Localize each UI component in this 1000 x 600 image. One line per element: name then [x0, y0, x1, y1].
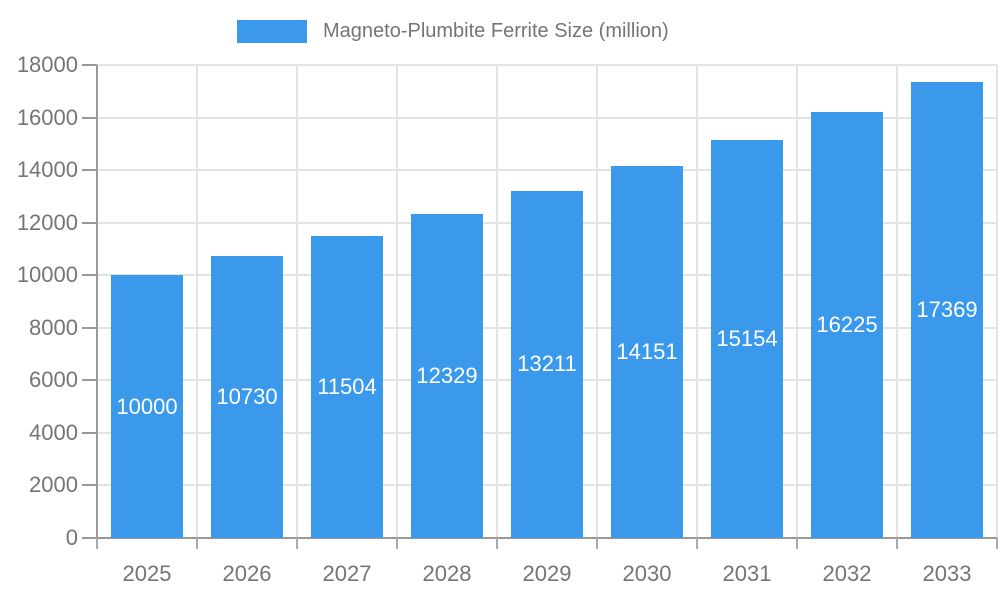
y-gridline — [97, 64, 997, 66]
bar[interactable]: 11504 — [311, 235, 383, 538]
x-axis-tick — [996, 538, 998, 549]
legend-item[interactable]: Magneto-Plumbite Ferrite Size (million) — [237, 20, 669, 43]
y-axis-tick — [82, 116, 97, 119]
x-axis-tick-label: 2028 — [422, 561, 472, 586]
x-gridline — [196, 65, 198, 538]
y-axis-tick — [82, 274, 97, 277]
y-axis-tick-label: 14000 — [16, 157, 78, 183]
legend-swatch — [237, 20, 307, 43]
x-gridline — [596, 65, 598, 538]
y-axis-tick — [82, 431, 97, 434]
y-axis-tick-label: 10000 — [16, 262, 78, 288]
bar-value-label: 17369 — [916, 296, 978, 322]
bar-value-label: 14151 — [616, 339, 678, 365]
y-axis-line — [96, 65, 98, 542]
y-axis-tick — [82, 379, 97, 382]
x-axis-tick-label: 2031 — [722, 561, 772, 586]
x-axis-tick-label: 2029 — [522, 561, 572, 586]
x-axis-tick-label: 2026 — [222, 561, 272, 586]
x-axis-tick-label: 2027 — [322, 561, 372, 586]
x-axis-tick — [496, 538, 498, 549]
legend-label: Magneto-Plumbite Ferrite Size (million) — [323, 20, 669, 42]
x-gridline — [396, 65, 398, 538]
y-axis-tick-label: 2000 — [29, 472, 78, 498]
x-axis-line — [85, 537, 997, 539]
x-axis-tick — [296, 538, 298, 549]
x-gridline — [696, 65, 698, 538]
x-gridline — [896, 65, 898, 538]
x-gridline — [996, 65, 998, 538]
y-axis-tick-label: 6000 — [29, 367, 78, 393]
bar[interactable]: 17369 — [911, 81, 983, 538]
x-gridline — [796, 65, 798, 538]
y-axis-tick — [82, 326, 97, 329]
y-axis-tick-label: 4000 — [29, 419, 78, 445]
bar[interactable]: 14151 — [611, 166, 683, 538]
bar-value-label: 15154 — [716, 325, 778, 351]
bar[interactable]: 16225 — [811, 111, 883, 538]
x-axis-tick-label: 2025 — [122, 561, 172, 586]
x-axis-tick — [696, 538, 698, 549]
x-axis-tick — [396, 538, 398, 549]
bar-value-label: 13211 — [517, 351, 577, 377]
y-axis-tick-label: 12000 — [16, 209, 78, 235]
bar[interactable]: 15154 — [711, 139, 783, 538]
x-axis-tick-label: 2032 — [822, 561, 872, 586]
bar-value-label: 12329 — [416, 363, 478, 388]
y-axis-tick-label: 0 — [65, 525, 78, 550]
x-axis-tick — [96, 538, 98, 549]
bar-value-label: 10730 — [216, 384, 278, 409]
x-axis-tick — [196, 538, 198, 549]
y-gridline — [97, 116, 997, 119]
x-gridline — [496, 65, 498, 538]
bar[interactable]: 10000 — [111, 275, 183, 538]
bar[interactable]: 12329 — [411, 214, 483, 538]
x-axis-tick-label: 2033 — [922, 561, 972, 586]
x-axis-tick-label: 2030 — [622, 561, 672, 586]
x-axis-tick — [896, 538, 898, 549]
x-axis-tick — [796, 538, 798, 549]
bar-value-label: 16225 — [816, 311, 878, 337]
bar-value-label: 10000 — [116, 393, 178, 419]
y-axis-tick — [82, 484, 97, 487]
bar[interactable]: 13211 — [511, 190, 583, 538]
y-axis-tick-label: 8000 — [29, 314, 78, 340]
y-gridline — [97, 169, 997, 172]
bar-value-label: 11504 — [317, 373, 377, 399]
y-axis-tick-label: 18000 — [16, 52, 78, 77]
y-axis-tick-label: 16000 — [16, 104, 78, 130]
y-axis-tick — [82, 221, 97, 224]
y-axis-tick — [82, 64, 97, 66]
bar[interactable]: 10730 — [211, 256, 283, 538]
x-axis-tick — [596, 538, 598, 549]
y-axis-tick — [82, 169, 97, 172]
x-gridline — [296, 65, 298, 538]
